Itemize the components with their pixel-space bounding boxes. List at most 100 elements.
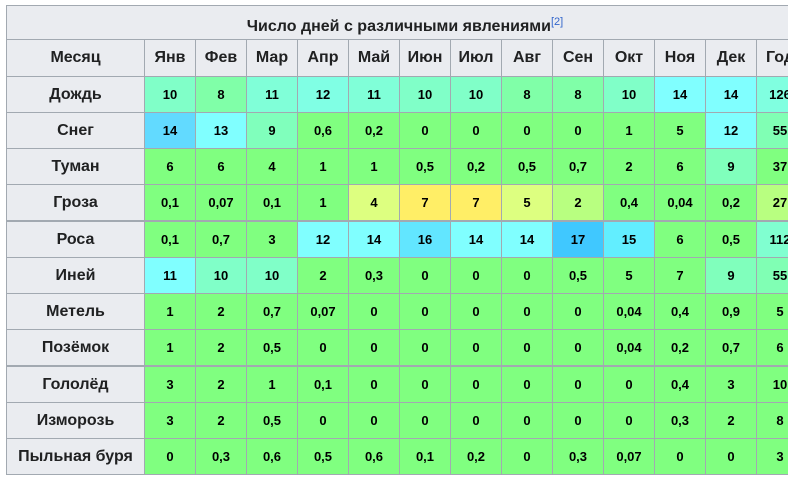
weather-phenomena-table: Число дней с различными явлениями[2] Мес…	[6, 5, 788, 475]
value-cell: 1	[144, 293, 196, 330]
value-cell: 3	[144, 365, 196, 403]
value-cell: 2	[195, 402, 247, 439]
value-cell: 10	[144, 76, 196, 113]
value-cell: 0,1	[246, 184, 298, 222]
value-cell: 0,04	[654, 184, 706, 222]
value-cell: 5	[654, 112, 706, 149]
value-cell: 2	[195, 329, 247, 367]
value-cell: 0	[501, 329, 553, 367]
value-cell: 0	[552, 402, 604, 439]
value-cell: 0,07	[195, 184, 247, 222]
table-row: Дождь 10 8 11 12 11 10 10 8 8 10 14 14 126	[6, 76, 788, 113]
value-cell: 9	[705, 257, 757, 294]
value-cell: 0,5	[297, 438, 349, 475]
value-cell: 0,3	[552, 438, 604, 475]
value-cell: 5	[603, 257, 655, 294]
value-cell: 3	[705, 365, 757, 403]
header-month: Ноя	[654, 39, 706, 77]
value-cell: 0,5	[399, 148, 451, 185]
header-month: Апр	[297, 39, 349, 77]
value-cell: 0,9	[705, 293, 757, 330]
value-cell: 6	[654, 148, 706, 185]
table-row: Позёмок 1 2 0,5 0 0 0 0 0 0 0,04 0,2 0,7 6	[6, 329, 788, 367]
value-cell: 0	[450, 112, 502, 149]
reference-link[interactable]: [2]	[550, 16, 564, 28]
header-month: Авг	[501, 39, 553, 77]
value-cell: 11	[246, 76, 298, 113]
table-row: Туман 6 6 4 1 1 0,5 0,2 0,5 0,7 2 6 9 37	[6, 148, 788, 185]
value-cell: 0,07	[603, 438, 655, 475]
value-cell: 0,7	[552, 148, 604, 185]
year-total-cell: 8	[756, 402, 788, 439]
value-cell: 0	[297, 329, 349, 367]
value-cell: 0	[348, 402, 400, 439]
row-label: Роса	[6, 220, 145, 258]
value-cell: 0,5	[552, 257, 604, 294]
header-month: Мар	[246, 39, 298, 77]
row-label: Туман	[6, 148, 145, 185]
value-cell: 0,5	[705, 220, 757, 258]
row-label: Снег	[6, 112, 145, 149]
table-row: Гроза 0,1 0,07 0,1 1 4 7 7 5 2 0,4 0,04 0,2 27	[6, 184, 788, 222]
value-cell: 0	[501, 293, 553, 330]
year-total-cell: 5	[756, 293, 788, 330]
value-cell: 0	[603, 365, 655, 403]
value-cell: 0,1	[144, 220, 196, 258]
value-cell: 0,2	[450, 438, 502, 475]
value-cell: 15	[603, 220, 655, 258]
header-month-label: Месяц	[6, 39, 145, 77]
value-cell: 7	[654, 257, 706, 294]
value-cell: 0,4	[654, 293, 706, 330]
value-cell: 1	[297, 148, 349, 185]
value-cell: 0	[552, 293, 604, 330]
value-cell: 0	[348, 293, 400, 330]
value-cell: 17	[552, 220, 604, 258]
value-cell: 14	[450, 220, 502, 258]
row-label: Позёмок	[6, 329, 145, 367]
value-cell: 1	[246, 365, 298, 403]
value-cell: 8	[552, 76, 604, 113]
value-cell: 0	[450, 402, 502, 439]
value-cell: 0	[399, 329, 451, 367]
weather-phenomena-table-container: Число дней с различными явлениями[2] Мес…	[6, 5, 788, 475]
header-month: Янв	[144, 39, 196, 77]
value-cell: 4	[246, 148, 298, 185]
value-cell: 0,5	[501, 148, 553, 185]
value-cell: 0,3	[195, 438, 247, 475]
year-total-cell: 126	[756, 76, 788, 113]
value-cell: 0,1	[399, 438, 451, 475]
row-label: Изморозь	[6, 402, 145, 439]
header-month: Окт	[603, 39, 655, 77]
value-cell: 1	[348, 148, 400, 185]
value-cell: 0	[501, 365, 553, 403]
value-cell: 0,2	[705, 184, 757, 222]
value-cell: 5	[501, 184, 553, 222]
value-cell: 2	[195, 293, 247, 330]
value-cell: 0,04	[603, 329, 655, 367]
value-cell: 16	[399, 220, 451, 258]
value-cell: 2	[603, 148, 655, 185]
value-cell: 10	[246, 257, 298, 294]
year-total-cell: 3	[756, 438, 788, 475]
value-cell: 0,2	[654, 329, 706, 367]
value-cell: 6	[144, 148, 196, 185]
value-cell: 14	[705, 76, 757, 113]
value-cell: 12	[297, 220, 349, 258]
value-cell: 14	[654, 76, 706, 113]
header-month: Сен	[552, 39, 604, 77]
value-cell: 0,04	[603, 293, 655, 330]
row-label: Пыльная буря	[6, 438, 145, 475]
row-label: Иней	[6, 257, 145, 294]
value-cell: 1	[603, 112, 655, 149]
header-row: Месяц Янв Фев Мар Апр Май Июн Июл Авг Сен Окт Ноя Д…	[6, 39, 788, 77]
value-cell: 12	[705, 112, 757, 149]
value-cell: 0,3	[348, 257, 400, 294]
value-cell: 0	[450, 257, 502, 294]
value-cell: 0	[144, 438, 196, 475]
value-cell: 0	[501, 257, 553, 294]
table-row: Роса 0,1 0,7 3 12 14 16 14 14 17 15 6 0,5 112	[6, 220, 788, 258]
value-cell: 0	[501, 438, 553, 475]
value-cell: 10	[399, 76, 451, 113]
value-cell: 6	[654, 220, 706, 258]
value-cell: 13	[195, 112, 247, 149]
